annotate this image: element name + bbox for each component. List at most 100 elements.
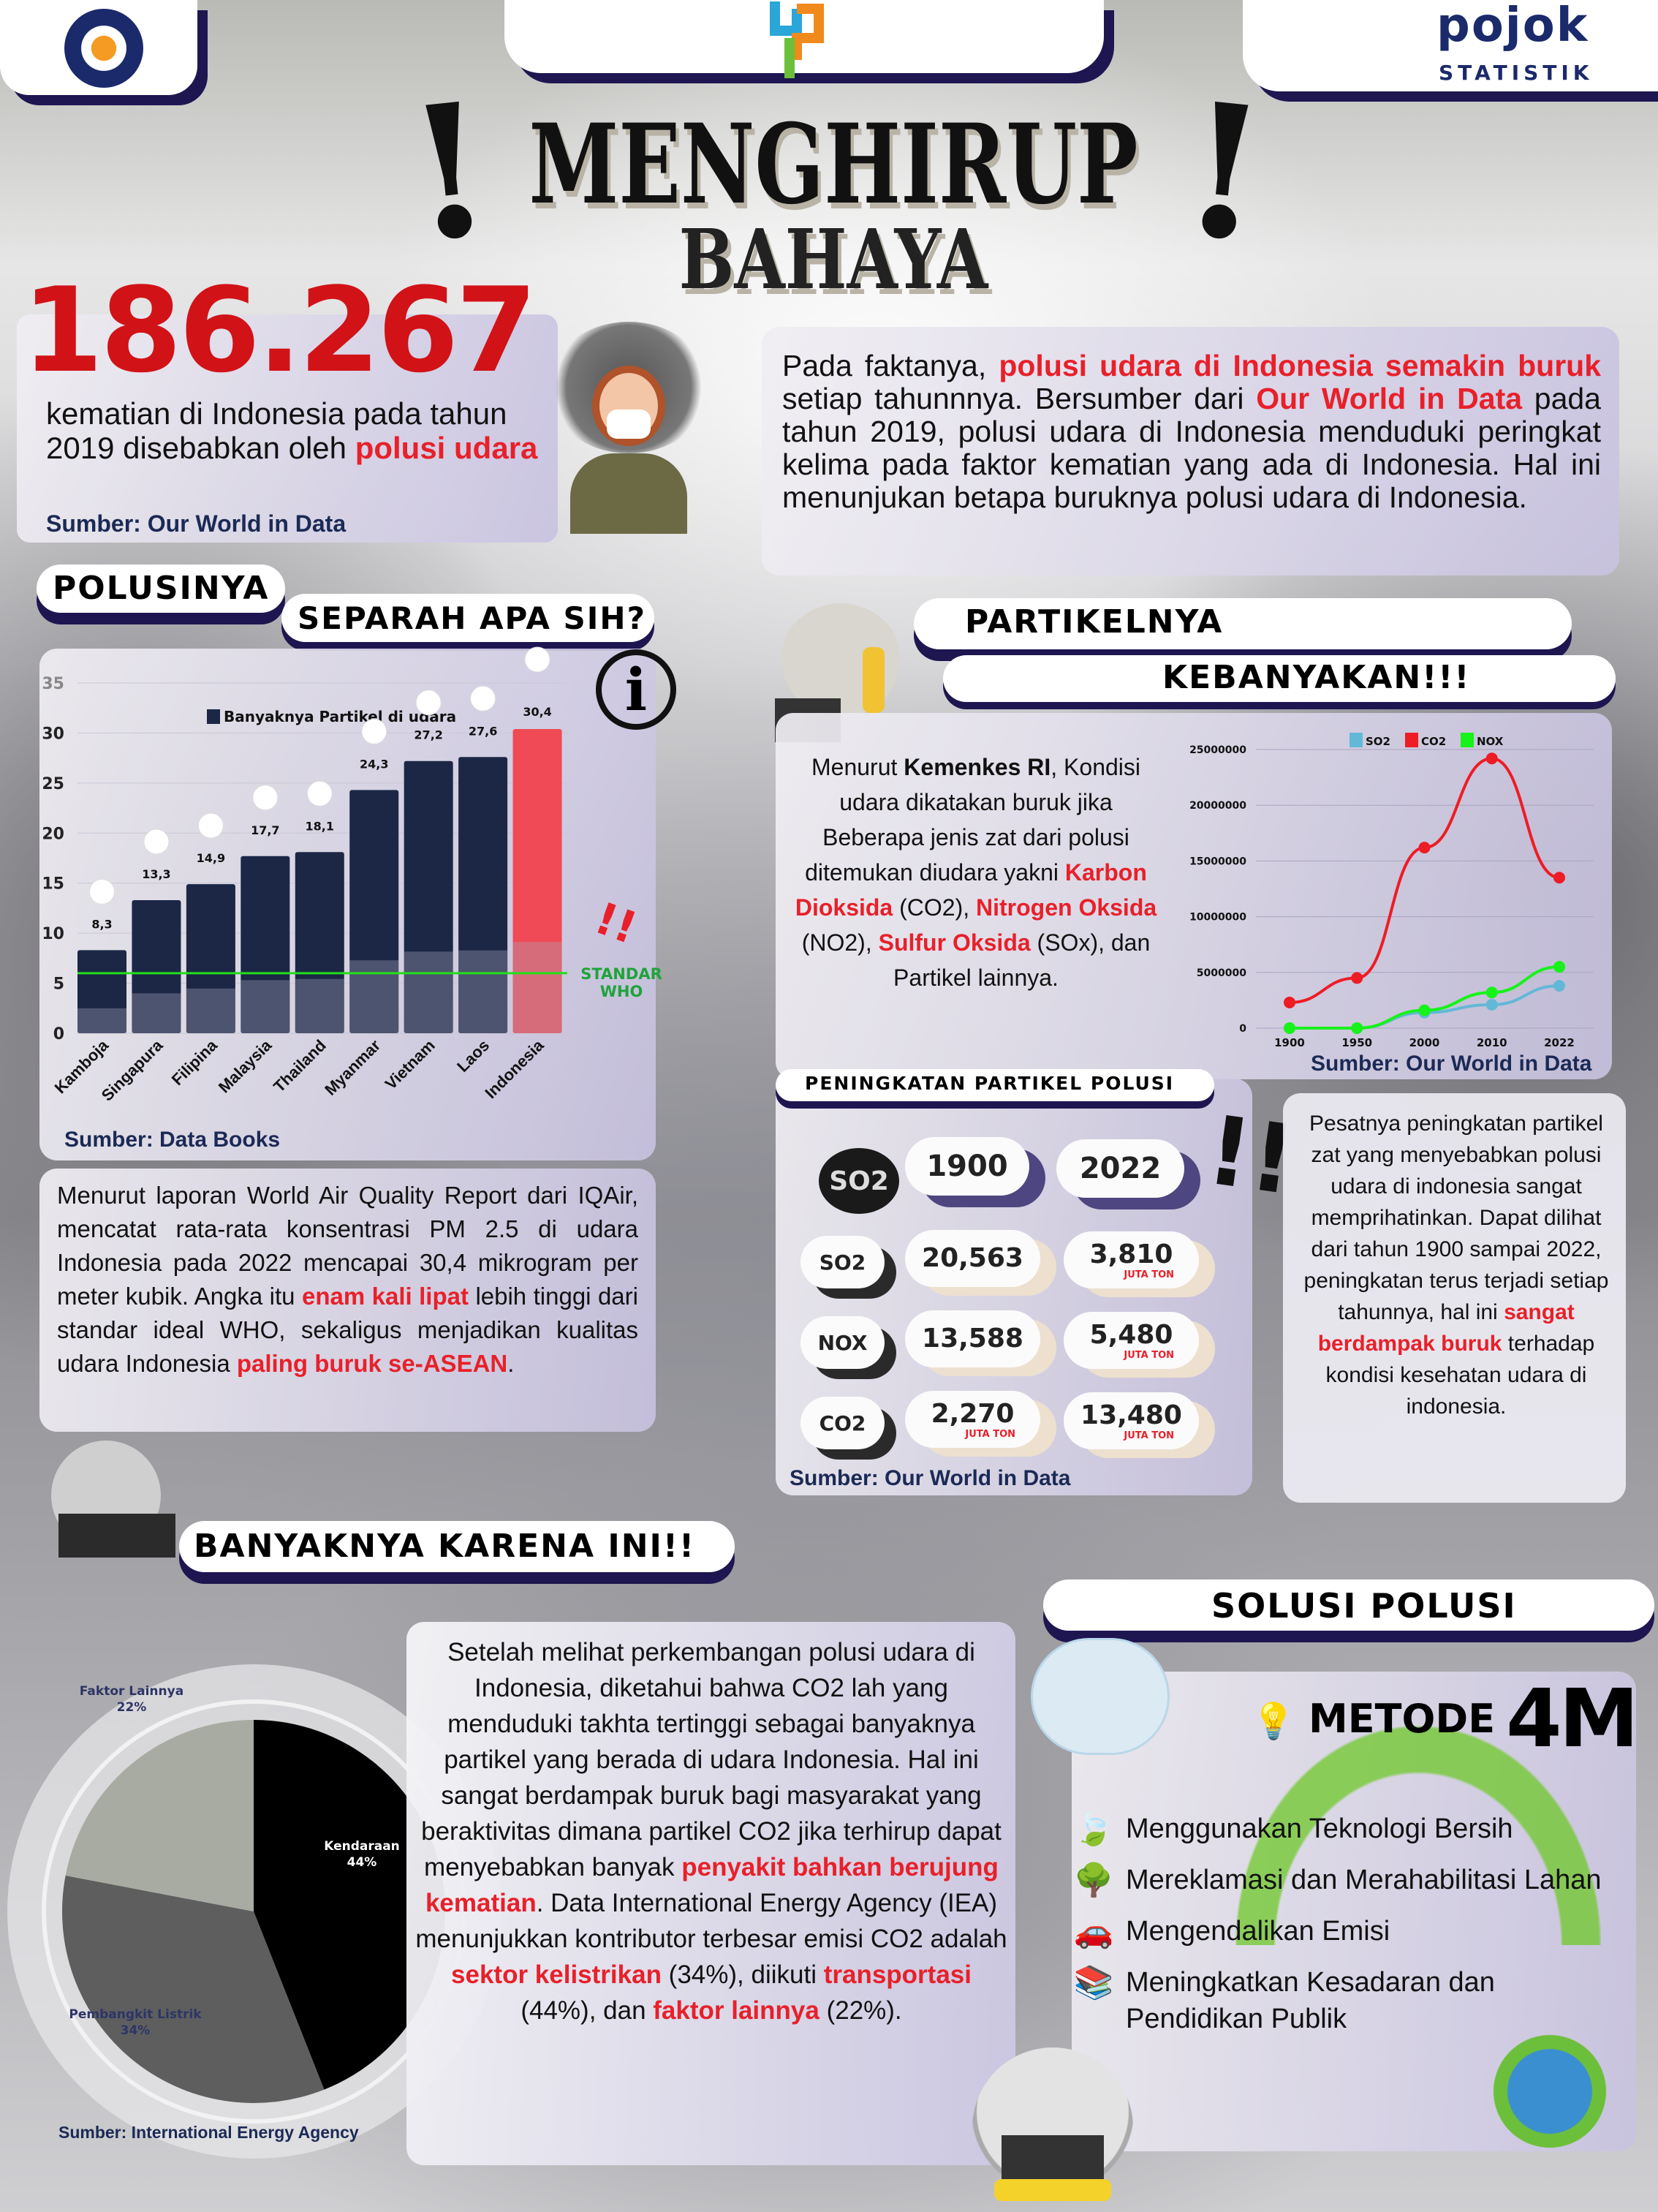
city-silhouette (512, 942, 562, 1033)
solution-item: 📚 Meningkatkan Kesadaran dan Pendidikan P… (1072, 1964, 1635, 2037)
pojok-logo-word: pojok (1436, 0, 1589, 53)
earth-hands-illustration (1484, 2026, 1616, 2157)
team-idea-icon: 💡 (1252, 1702, 1295, 1741)
intro-panel (762, 327, 1619, 575)
highlight-text: polusi udara (355, 431, 538, 465)
text-segment: Menurut laporan World Air Quality Report… (57, 1182, 638, 1310)
kemenkes-text: Menurut Kemenkes RI, Kondisi udara dikat… (790, 750, 1162, 995)
unit-label: JUTA TON (1124, 1349, 1174, 1361)
particle-label-pill: CO2 (800, 1397, 885, 1449)
solution-item: 🌳 Mereklamasi dan Merahabilitasi Lahan (1072, 1862, 1635, 1898)
data-label: 8,3 (91, 917, 112, 931)
section-header-particles-a: PARTIKELNYA (914, 598, 1572, 649)
air-quality-text: Menurut laporan World Air Quality Report… (57, 1179, 638, 1381)
city-silhouette (349, 960, 399, 1033)
highlight-text: Nitrogen Oksida (976, 894, 1157, 921)
pie-slice-kendaraan (254, 1720, 446, 2090)
university-seal-logo (64, 9, 143, 88)
pie-value-label: 44% (347, 1855, 377, 1870)
pie-slice-faktor-lainnya (65, 1720, 254, 1911)
bps-logo-card (504, 0, 1104, 78)
text-segment: Pesatnya peningkatan partikel zat yang m… (1303, 1111, 1609, 1324)
pie-value-label: 34% (121, 2023, 151, 2038)
text-segment: Menurut (811, 754, 904, 780)
y-tick-label: 25 (42, 775, 64, 793)
section-title: BANYAKNYA KARENA INI!! (194, 1528, 696, 1565)
solutions-list: 🍃 Menggunakan Teknologi Bersih 🌳 Mereklamas… (1072, 0, 1636, 2212)
highlight-text: sangat berdampak buruk (1317, 1300, 1575, 1356)
y-tick-label: 25000000 (1189, 744, 1246, 756)
text-segment: Setelah melihat perkembangan polusi udar… (421, 1638, 1002, 1881)
so2-cloud-label: SO2 (829, 1166, 889, 1196)
flag-pin-icon (470, 685, 496, 711)
year-label: 1900 (926, 1150, 1008, 1183)
increase-header: PENINGKATAN PARTIKEL POLUSI (776, 1069, 1214, 1101)
text-segment: (44%), dan (521, 1996, 654, 2025)
data-point-nox (1485, 986, 1498, 999)
air-quality-text-panel (39, 1169, 656, 1432)
legend-swatch-so2 (1350, 733, 1363, 747)
solution-item: 🍃 Menggunakan Teknologi Bersih (1072, 1811, 1635, 1847)
death-count: 186.267 (22, 262, 537, 399)
pojok-logo-sub: STATISTIK (1439, 61, 1594, 85)
legend-label: Banyaknya Partikel di udara (224, 708, 456, 725)
data-point-so2 (1485, 998, 1498, 1011)
section-header-solutions: SOLUSI POLUSI (1043, 1579, 1654, 1631)
section-header-causes: BANYAKNYA KARENA INI!! (179, 1521, 735, 1572)
bar-kamboja (77, 950, 126, 1033)
flag-pin-icon (197, 812, 224, 839)
section-header-particles-b: KEBANYAKAN!!! (943, 655, 1616, 702)
section-header-severity-b: SEPARAH APA SIH? (281, 594, 654, 642)
particle-label: NOX (817, 1330, 868, 1355)
year-header-2022: 2022 (1056, 1139, 1184, 1198)
y-tick-label: 5 (53, 975, 64, 994)
highlight-text: sektor kelistrikan (451, 1960, 662, 1989)
data-point-co2 (1418, 842, 1431, 854)
text-segment: , Kondisi udara dikatakan buruk jika Beb… (805, 754, 1140, 886)
value-1900: 20,563 (922, 1243, 1023, 1273)
line-chart-source: Sumber: Our World in Data (1311, 1052, 1592, 1076)
section-title: SOLUSI POLUSI (1211, 1586, 1517, 1626)
y-tick-label: 10 (42, 925, 64, 943)
increase-text-panel (1283, 1093, 1626, 1503)
value-2022-pill: 3,810 JUTA TON (1064, 1231, 1199, 1288)
value-2022: 13,480 (1080, 1400, 1182, 1430)
bps-logo (770, 1, 824, 78)
highlight-text: transportasi (823, 1960, 972, 1989)
value-1900: 2,270 (931, 1398, 1015, 1429)
data-point-co2 (1351, 972, 1363, 984)
value-1900-pill: 2,270 JUTA TON (905, 1391, 1040, 1448)
value-2022-pill: 5,480 JUTA TON (1064, 1312, 1199, 1369)
data-label: 24,3 (360, 757, 388, 771)
flag-pin-icon (361, 718, 387, 744)
masked-woman-illustration (534, 322, 716, 534)
legend-swatch (207, 709, 220, 724)
city-silhouette (77, 1008, 126, 1033)
pie-source: Sumber: International Energy Agency (58, 2123, 359, 2142)
text-segment: (CO2), (893, 894, 976, 921)
data-label: 27,6 (469, 724, 497, 738)
flag-pin-icon (252, 785, 279, 811)
value-1900: 13,588 (922, 1324, 1023, 1354)
year-label: 2022 (1079, 1152, 1162, 1185)
city-silhouette (404, 951, 453, 1033)
value-2022: 3,810 (1089, 1239, 1173, 1269)
method-label: METODE (1309, 1696, 1496, 1742)
y-tick-label: 30 (42, 725, 64, 743)
solution-item: 🚗 Mengendalikan Emisi (1072, 1913, 1635, 1949)
causes-text: Setelah melihat perkembangan polusi udar… (415, 1634, 1007, 2028)
y-tick-label: 20000000 (1189, 800, 1246, 812)
bar-thailand (295, 852, 344, 1033)
value-2022: 5,480 (1089, 1319, 1173, 1350)
so2-smoke-cloud-icon: SO2 (819, 1148, 899, 1214)
flag-pin-icon (306, 780, 333, 807)
solution-item-label: Mengendalikan Emisi (1126, 1916, 1390, 1947)
data-label: 27,2 (414, 728, 442, 742)
y-tick-label: 10000000 (1189, 912, 1246, 924)
section-header-severity-a: POLUSINYA (37, 565, 285, 613)
x-tick-label: 2000 (1409, 1036, 1440, 1049)
section-title-a: POLUSINYA (53, 570, 270, 607)
particle-label-pill: SO2 (800, 1236, 885, 1288)
tree-icon: 🌳 (1073, 1862, 1114, 1898)
